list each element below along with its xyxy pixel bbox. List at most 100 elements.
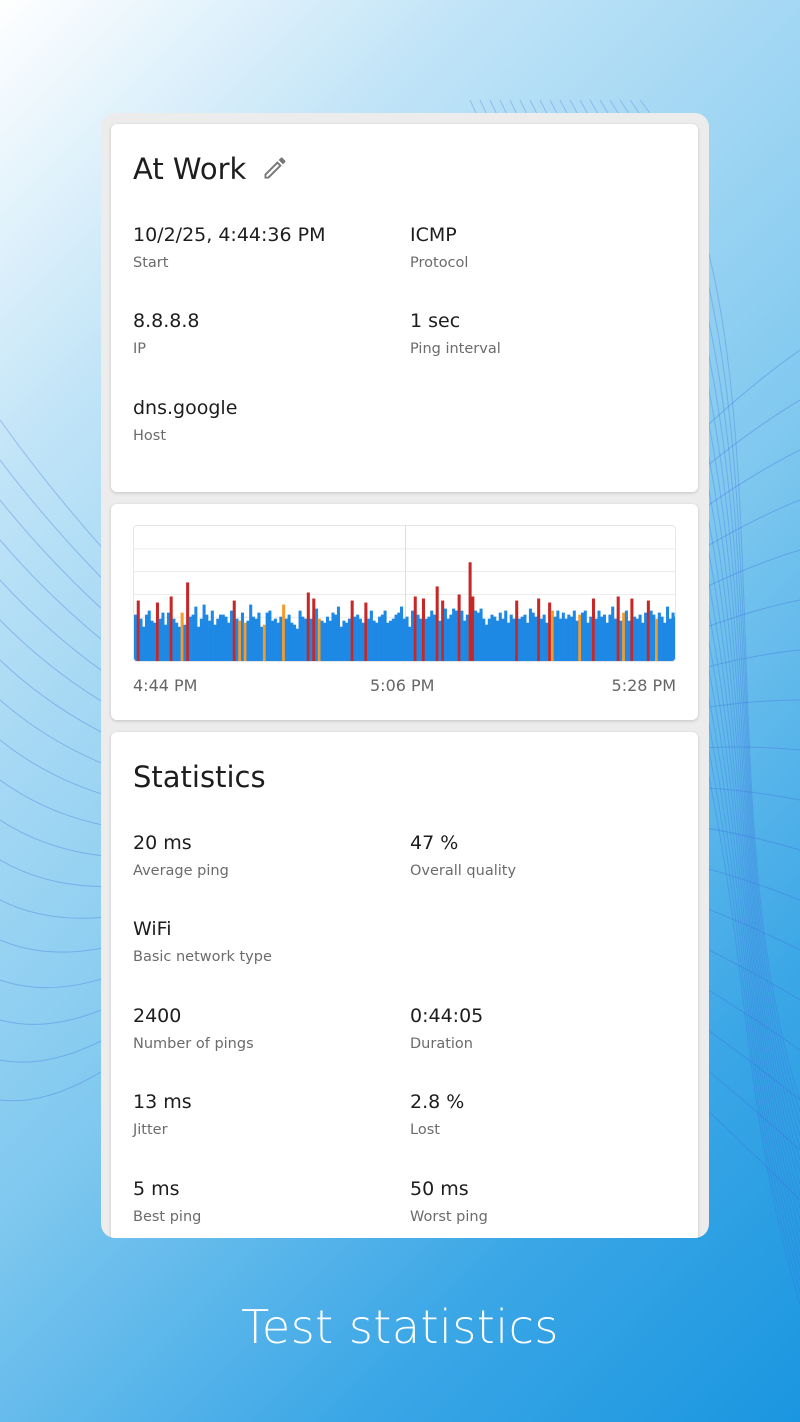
ping-bar (397, 612, 401, 661)
ping-bar (224, 616, 228, 661)
ping-bar (309, 618, 313, 661)
ping-bar (663, 622, 667, 661)
ping-bar (520, 616, 524, 661)
ping-bar (542, 614, 546, 661)
ping-bar (624, 610, 628, 661)
ping-bar (413, 596, 417, 661)
ping-bar (534, 616, 538, 661)
ping-bar (161, 612, 165, 661)
worst-ping-field: 50 ms Worst ping (410, 1178, 488, 1225)
ping-bar (600, 616, 604, 661)
ping-bar (276, 622, 280, 661)
ping-bar (512, 618, 516, 661)
ping-bar (581, 612, 585, 661)
ping-bar (641, 622, 645, 661)
ping-bar (646, 600, 650, 661)
ping-bar (655, 618, 659, 661)
ping-bar (279, 616, 283, 661)
session-title: At Work (133, 152, 247, 186)
ping-bar (246, 620, 250, 661)
ping-bar (369, 610, 373, 661)
ping-bar (575, 620, 579, 661)
ping-bar (528, 608, 532, 661)
ping-bar (416, 614, 420, 661)
ping-bar (427, 616, 431, 661)
ping-bar (339, 626, 343, 661)
ping-bar (490, 614, 494, 661)
ping-bar (164, 624, 168, 661)
ping-bar (336, 606, 340, 661)
ping-bar (358, 618, 362, 661)
ping-bar (597, 610, 601, 661)
ping-bar (432, 614, 436, 661)
statistics-card: Statistics 20 ms Average ping 47 % Overall… (111, 732, 698, 1238)
ping-bar (243, 622, 247, 661)
ping-interval-field: 1 sec Ping interval (410, 310, 501, 357)
ping-bar (635, 618, 639, 661)
ping-bar (633, 616, 637, 661)
ping-bar (471, 596, 475, 661)
ping-bar (649, 610, 653, 661)
ping-bar (364, 602, 368, 661)
ping-bar (564, 618, 568, 661)
ping-bar (463, 620, 467, 661)
ping-bar (194, 606, 198, 661)
ip-field: 8.8.8.8 IP (133, 310, 200, 357)
ping-bar (158, 618, 162, 661)
ping-bar (589, 616, 593, 661)
ping-bar (191, 614, 195, 661)
ping-bar (345, 622, 349, 661)
jitter-field: 13 ms Jitter (133, 1091, 192, 1138)
ping-bar (531, 612, 535, 661)
ping-bar (567, 614, 571, 661)
ping-bar (666, 606, 670, 661)
ping-bar (517, 618, 521, 661)
ping-bar (630, 598, 634, 661)
ping-bar (367, 618, 371, 661)
ping-bar (155, 602, 159, 661)
ping-bar (240, 612, 244, 661)
ping-bar (139, 618, 143, 661)
ping-bar (556, 610, 560, 661)
ping-bar (378, 616, 382, 661)
ping-bar (325, 616, 330, 661)
ping-bar (424, 618, 428, 661)
ping-bar (147, 610, 151, 661)
ping-bar (435, 586, 439, 661)
ping-bar (235, 618, 239, 661)
average-ping-field: 20 ms Average ping (133, 832, 229, 879)
ping-bar (372, 620, 376, 661)
ping-bar (638, 614, 642, 661)
ping-chart[interactable] (133, 525, 676, 662)
ping-bar (671, 612, 675, 661)
ping-bar (205, 614, 209, 661)
ping-bar (501, 618, 505, 661)
ping-bar (652, 614, 656, 661)
ping-bar (545, 622, 549, 661)
ping-bar (474, 610, 478, 661)
pencil-icon[interactable] (261, 154, 289, 182)
ping-bar (287, 614, 291, 661)
ping-bar (169, 596, 173, 661)
ping-bar (216, 618, 220, 661)
ping-bar (485, 624, 489, 661)
ping-bar (454, 610, 458, 661)
ping-bar (553, 616, 557, 661)
ping-bar (229, 610, 234, 661)
ping-bar (408, 626, 412, 661)
ping-bar (391, 618, 395, 661)
ping-bar (150, 620, 154, 661)
ping-bar (271, 620, 275, 661)
network-type-field: WiFi Basic network type (133, 918, 272, 965)
ping-bar (482, 618, 486, 661)
x-tick-start: 4:44 PM (133, 676, 198, 695)
ping-bar (487, 618, 491, 661)
ping-bar (405, 616, 409, 661)
ping-bar (188, 616, 192, 661)
overall-quality-field: 47 % Overall quality (410, 832, 517, 879)
ping-bar (586, 622, 590, 661)
ping-bar (476, 612, 480, 661)
ping-bar (443, 608, 447, 661)
ping-bar (202, 604, 206, 661)
session-info-card: At Work 10/2/25, 4:44:36 PM Start ICMP Pro… (111, 124, 698, 492)
